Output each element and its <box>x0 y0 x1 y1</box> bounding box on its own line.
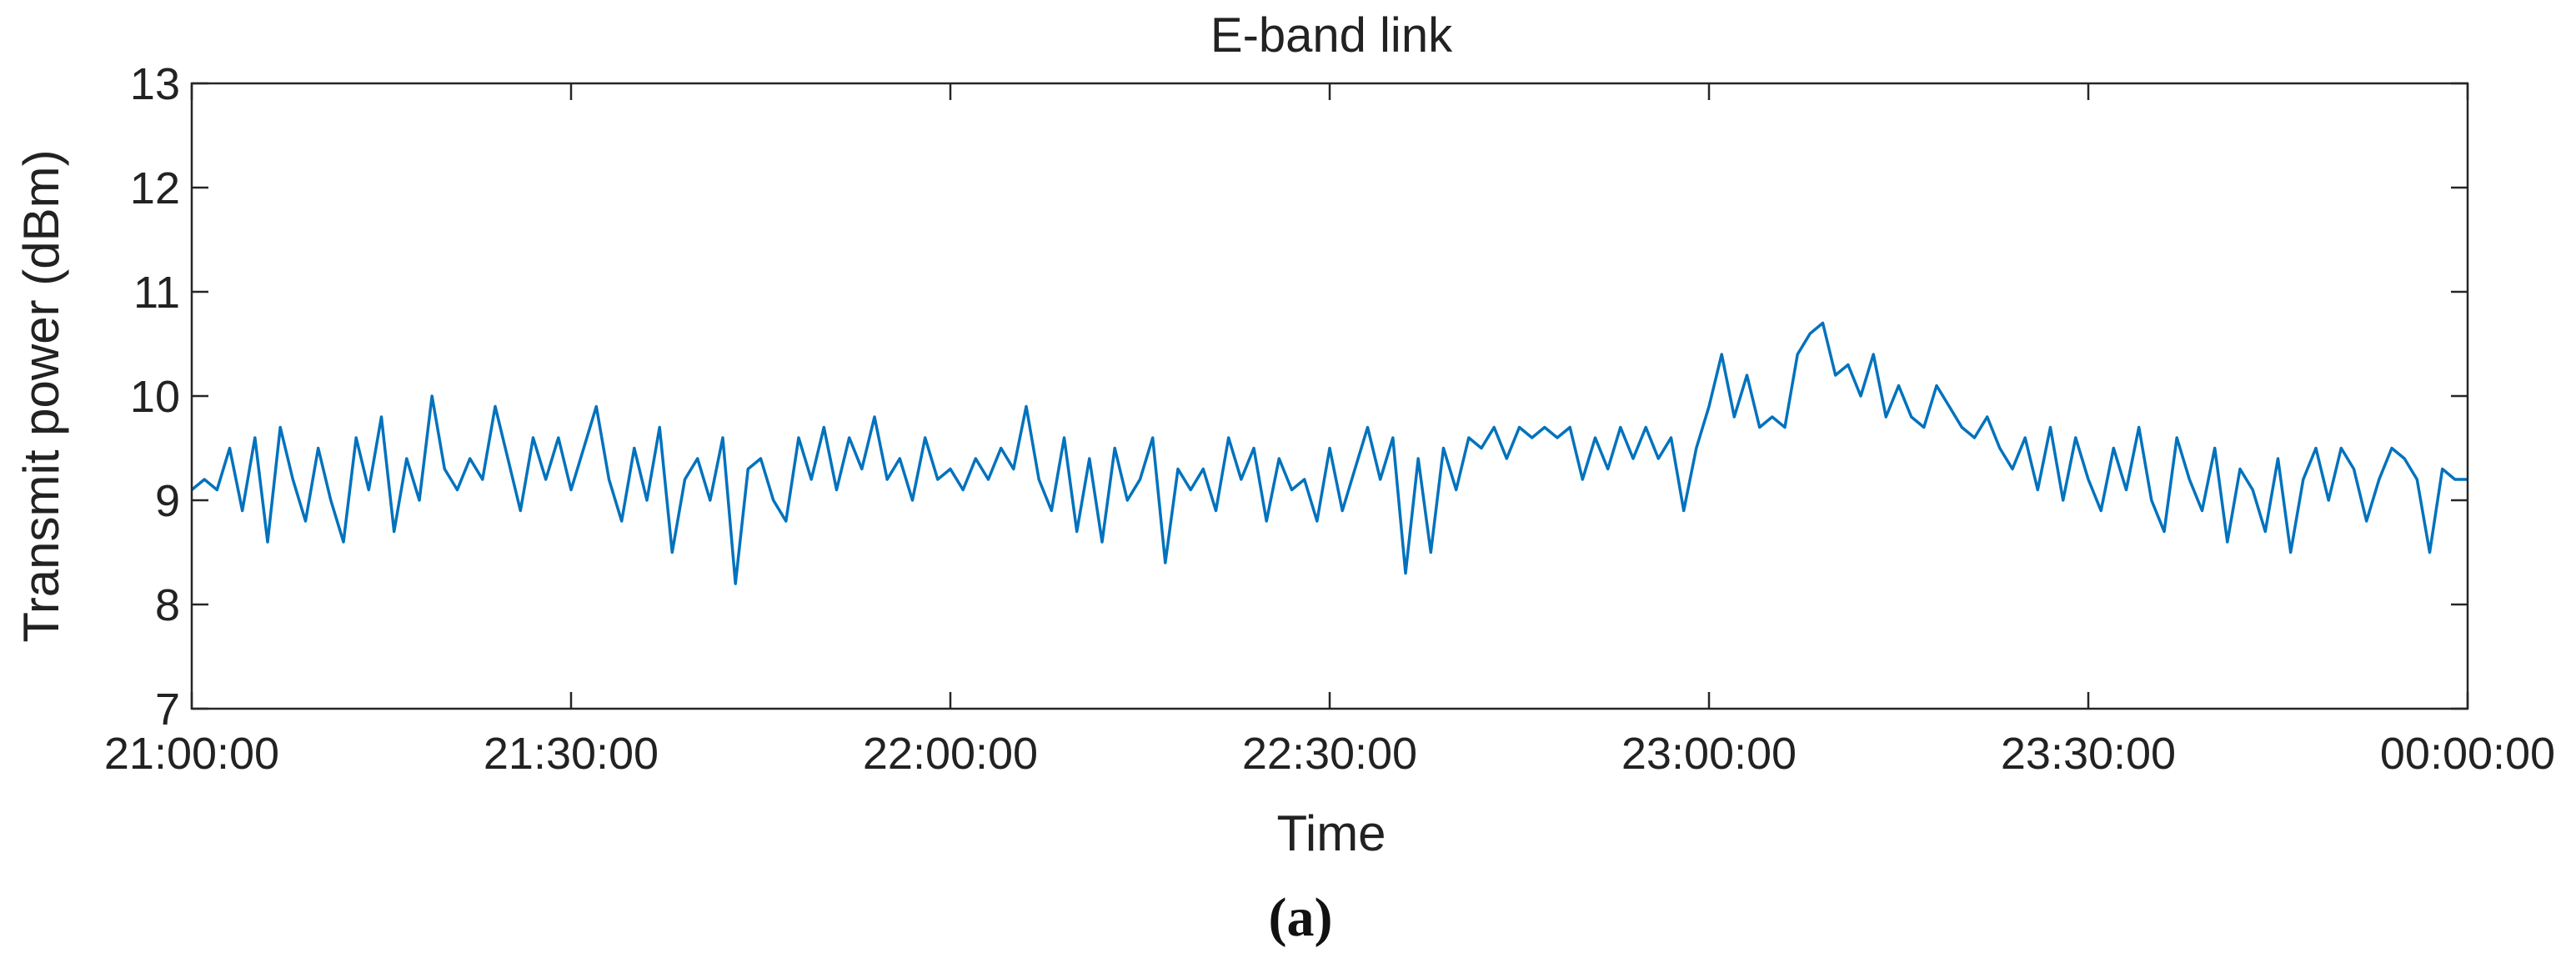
x-tick-label: 00:00:00 <box>2380 729 2555 779</box>
x-tick-label: 23:00:00 <box>1621 729 1797 779</box>
x-tick-label: 21:30:00 <box>484 729 659 779</box>
x-tick-label: 22:30:00 <box>1242 729 1417 779</box>
x-tick-label: 23:30:00 <box>2001 729 2176 779</box>
y-tick-label: 11 <box>133 268 180 318</box>
y-tick-label: 7 <box>155 685 180 735</box>
y-tick-label: 12 <box>130 163 180 213</box>
x-tick-label: 21:00:00 <box>104 729 279 779</box>
y-tick-label: 10 <box>130 372 180 422</box>
panel-label: (a) <box>1269 887 1333 948</box>
y-axis-label: Transmit power (dBm) <box>13 149 69 642</box>
x-tick-label: 22:00:00 <box>863 729 1038 779</box>
y-tick-label: 8 <box>155 580 180 630</box>
y-tick-label: 13 <box>130 59 180 109</box>
y-tick-label: 9 <box>155 476 180 526</box>
chart-title: E-band link <box>1210 8 1453 63</box>
x-axis-label: Time <box>1276 805 1386 861</box>
